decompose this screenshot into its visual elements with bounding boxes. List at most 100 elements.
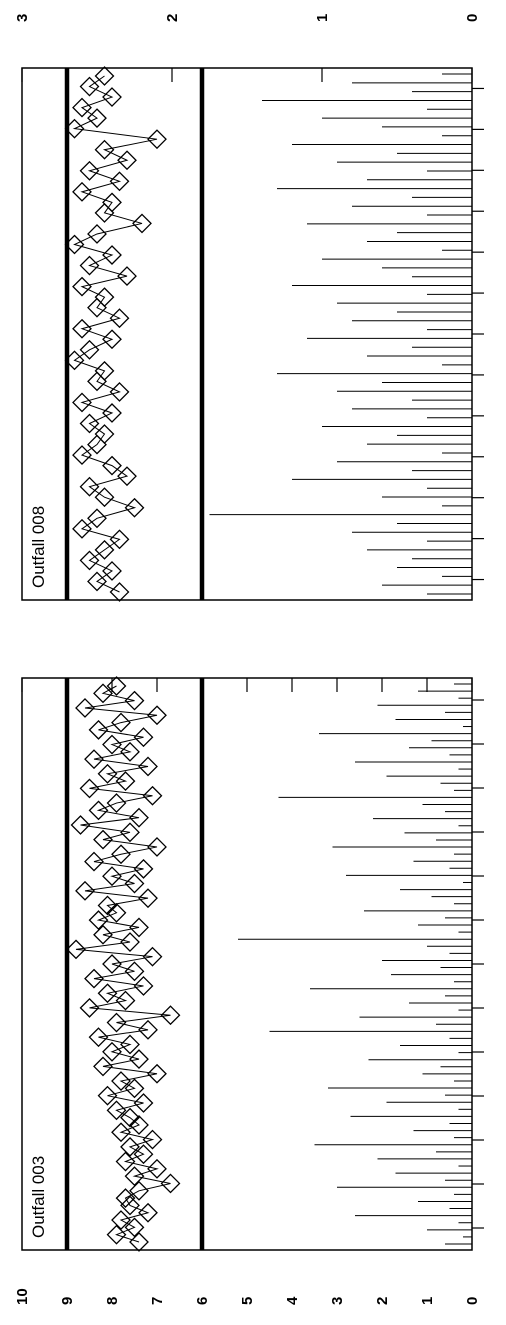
left-value-axis: 0 1 2 3 4 5 6 7 8 9 10 xyxy=(14,1288,481,1305)
diamond-marker xyxy=(120,822,140,843)
y-tick-label: 3 xyxy=(14,14,31,22)
diamond-marker xyxy=(106,1012,127,1033)
right-value-axis: 0 1 2 3 xyxy=(14,14,481,22)
y-tick-label: 9 xyxy=(59,1297,76,1305)
diamond-marker xyxy=(142,785,163,806)
diamond-marker xyxy=(72,518,92,539)
diamond-marker xyxy=(102,866,122,887)
diamond-marker xyxy=(106,793,127,813)
y-tick-label: 4 xyxy=(284,1296,301,1305)
diamond-marker xyxy=(117,466,137,487)
diamond-marker xyxy=(160,1005,181,1026)
diamond-marker xyxy=(79,255,100,276)
diamond-marker xyxy=(133,1093,154,1113)
diamond-marker xyxy=(106,902,127,923)
diamond-marker xyxy=(87,508,107,529)
diamond-marker xyxy=(84,749,104,770)
y-tick-label: 10 xyxy=(14,1288,31,1305)
diamond-marker xyxy=(109,529,130,550)
y-tick-label: 1 xyxy=(314,14,331,22)
diamond-marker xyxy=(97,895,118,916)
diamond-marker xyxy=(93,829,113,850)
y-tick-label: 5 xyxy=(239,1297,256,1305)
y-tick-label: 0 xyxy=(464,1297,481,1305)
diamond-marker xyxy=(133,727,154,748)
diamond-marker xyxy=(124,961,145,982)
diamond-marker xyxy=(102,455,122,476)
y-tick-label: 2 xyxy=(164,14,181,22)
diamond-marker xyxy=(138,1019,158,1040)
diamond-marker xyxy=(124,497,145,518)
diamond-marker xyxy=(88,910,109,931)
diamond-marker xyxy=(79,550,100,571)
diamond-marker xyxy=(109,171,130,192)
diamond-marker xyxy=(117,266,137,287)
diamond-marker xyxy=(133,858,154,879)
diamond-marker xyxy=(138,888,158,909)
diamond-marker xyxy=(129,1180,149,1201)
diamond-marker xyxy=(72,392,92,413)
y-tick-label: 8 xyxy=(104,1297,121,1305)
diamond-marker xyxy=(120,1034,140,1055)
diamond-marker xyxy=(97,763,118,784)
diamond-marker xyxy=(75,880,95,901)
diamond-marker xyxy=(84,851,104,872)
diamond-marker xyxy=(124,1217,145,1238)
diamond-marker xyxy=(72,276,92,297)
diamond-marker xyxy=(72,445,92,466)
diamond-marker xyxy=(111,1071,131,1091)
diamond-marker xyxy=(102,1041,122,1062)
diamond-marker xyxy=(97,983,118,1004)
diamond-marker xyxy=(66,939,86,960)
diamond-marker xyxy=(147,705,167,726)
diamond-marker xyxy=(87,371,107,392)
diamond-marker xyxy=(102,245,122,265)
diamond-marker xyxy=(133,976,154,996)
diamond-marker xyxy=(129,1232,149,1252)
diamond-marker xyxy=(102,403,122,423)
diamond-marker xyxy=(102,561,122,581)
diamond-marker xyxy=(142,1129,163,1150)
diamond-marker xyxy=(88,1027,109,1048)
panel-title: Outfall 003 xyxy=(29,1156,48,1238)
panel-title: Outfall 008 xyxy=(29,506,48,588)
diamond-marker xyxy=(124,1078,145,1099)
diamond-marker xyxy=(147,837,167,857)
diamond-marker xyxy=(79,413,100,434)
diamond-marker xyxy=(111,1122,131,1143)
diamond-marker xyxy=(129,1115,149,1135)
diamond-series-line xyxy=(72,75,158,593)
diamond-marker xyxy=(120,932,140,952)
diamond-marker xyxy=(79,160,100,181)
diamond-marker xyxy=(72,181,92,202)
diamond-marker xyxy=(115,1151,136,1172)
y-tick-label: 0 xyxy=(464,14,481,22)
diamond-marker xyxy=(64,350,85,371)
diamond-marker xyxy=(111,712,131,733)
diamond-marker xyxy=(111,1210,131,1230)
diamond-marker xyxy=(117,150,137,171)
outfall-008-panel: Outfall 008 xyxy=(21,66,484,602)
diamond-marker xyxy=(129,807,149,828)
diamond-marker xyxy=(79,476,100,497)
diamond-marker xyxy=(79,778,100,799)
diamond-marker xyxy=(129,1049,149,1070)
diamond-marker xyxy=(147,1063,167,1084)
diamond-marker xyxy=(64,234,85,255)
diamond-marker xyxy=(147,129,167,150)
diamond-marker xyxy=(87,434,107,455)
diamond-marker xyxy=(109,381,130,402)
diamond-marker xyxy=(102,329,122,350)
diamond-marker xyxy=(115,1188,136,1209)
diamond-marker xyxy=(88,719,109,740)
diamond-marker xyxy=(124,690,145,711)
diamond-marker xyxy=(147,1158,167,1179)
diamond-marker xyxy=(115,771,136,792)
diamond-marker xyxy=(120,1107,140,1128)
diamond-marker xyxy=(88,800,109,821)
diamond-marker xyxy=(160,1173,181,1194)
diamond-marker xyxy=(79,339,100,360)
diamond-marker xyxy=(94,539,115,560)
diamond-marker xyxy=(70,815,91,835)
